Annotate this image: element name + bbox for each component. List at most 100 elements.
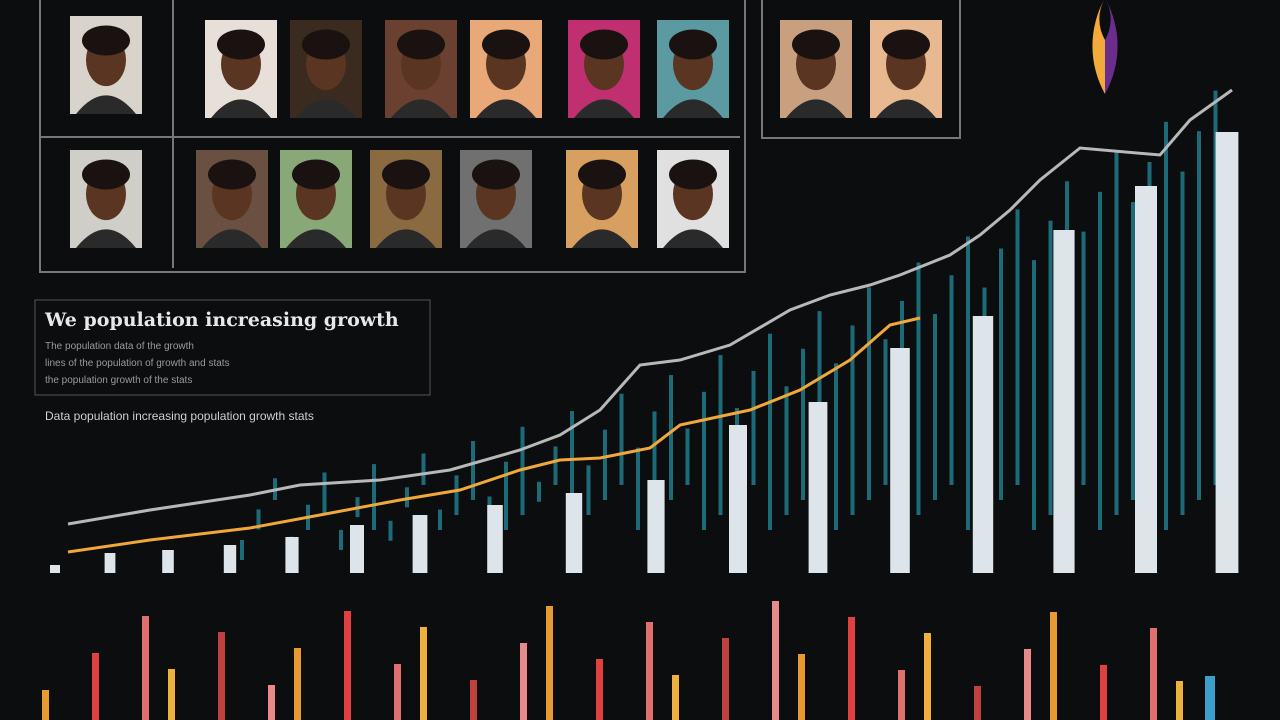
bottom-bar	[672, 675, 679, 720]
accent-bar	[850, 325, 855, 515]
trend-line	[67, 316, 921, 554]
portrait	[205, 20, 277, 118]
hair	[580, 29, 628, 60]
donut	[1092, 0, 1118, 94]
decorative-chart	[42, 88, 1239, 720]
bar	[285, 537, 299, 573]
portrait	[780, 20, 852, 118]
bar	[808, 402, 828, 573]
bottom-bar	[142, 616, 149, 720]
bar	[104, 553, 116, 573]
accent-bar	[751, 370, 756, 485]
bottom-bar	[92, 653, 99, 720]
bar	[487, 505, 503, 573]
hair	[669, 29, 717, 60]
shoulders	[466, 229, 526, 248]
accent-bar	[240, 540, 244, 560]
bottom-bar	[1024, 649, 1031, 720]
portrait	[196, 150, 268, 248]
hair	[792, 29, 840, 60]
bottom-bar	[268, 685, 275, 720]
hair	[472, 159, 520, 190]
portrait	[870, 20, 942, 118]
accent-bar	[718, 355, 723, 515]
portrait	[566, 150, 638, 248]
shoulders	[76, 229, 136, 248]
shoulders	[663, 229, 723, 248]
bottom-bar	[848, 617, 855, 720]
accent-bar	[636, 447, 640, 530]
shoulders	[574, 99, 634, 118]
accent-bar	[652, 411, 657, 515]
hair	[82, 25, 130, 56]
bottom-bar	[420, 627, 427, 720]
bar	[565, 493, 583, 573]
bottom-bar	[520, 643, 527, 720]
portrait	[370, 150, 442, 248]
accent-bar	[949, 275, 954, 485]
bottom-bar	[974, 686, 981, 720]
hair	[382, 159, 430, 190]
accent-bar	[669, 375, 673, 500]
bottom-bar	[42, 690, 49, 720]
accent-bar	[702, 391, 706, 530]
accent-bar	[1015, 209, 1020, 485]
bar	[890, 348, 910, 573]
hair	[669, 159, 717, 190]
accent-bar	[883, 339, 888, 485]
bar	[729, 425, 747, 573]
shoulders	[476, 99, 536, 118]
shoulders	[572, 229, 632, 248]
accent-bar	[1098, 191, 1102, 530]
accent-bar	[1164, 121, 1168, 530]
accent-bar	[322, 472, 327, 515]
shoulders	[786, 99, 846, 118]
shoulders	[876, 99, 936, 118]
bottom-bar	[294, 648, 301, 720]
shoulders	[76, 95, 136, 114]
accent-bar	[372, 464, 376, 530]
accent-bar	[867, 287, 871, 500]
portrait	[280, 150, 352, 248]
bottom-bar	[1050, 612, 1057, 720]
portrait	[568, 20, 640, 118]
accent-bar	[537, 481, 541, 502]
bottom-bar	[1100, 665, 1107, 720]
accent-bar	[504, 461, 508, 530]
accent-bar	[586, 465, 591, 515]
accent-bar	[1131, 202, 1135, 500]
bar	[1053, 230, 1075, 573]
bar	[972, 316, 994, 573]
subtitle: the population growth of the stats	[45, 375, 192, 386]
trend-line	[67, 88, 1233, 526]
shoulders	[211, 99, 271, 118]
bar	[412, 515, 428, 573]
accent-bar	[570, 411, 574, 530]
accent-bar	[1180, 171, 1185, 516]
accent-bar	[784, 386, 789, 515]
bottom-bar	[1205, 676, 1215, 720]
accent-bar	[1048, 220, 1053, 516]
subtitle: lines of the population of growth and st…	[45, 358, 230, 369]
portrait	[70, 150, 142, 248]
bottom-bar	[344, 611, 351, 720]
accent-bar	[438, 509, 442, 530]
accent-bar	[454, 475, 459, 515]
accent-bar	[834, 363, 838, 530]
accent-bar	[388, 520, 393, 541]
shoulders	[391, 99, 451, 118]
hair	[482, 29, 530, 60]
text-box	[34, 299, 431, 396]
bar	[350, 525, 364, 573]
accent-bar	[916, 262, 921, 515]
hair	[82, 159, 130, 190]
hair	[882, 29, 930, 60]
portrait	[460, 150, 532, 248]
bar	[162, 550, 174, 573]
accent-bar	[619, 393, 624, 485]
portrait	[657, 20, 729, 118]
accent-bar	[1197, 131, 1201, 501]
bottom-bar	[218, 632, 225, 720]
